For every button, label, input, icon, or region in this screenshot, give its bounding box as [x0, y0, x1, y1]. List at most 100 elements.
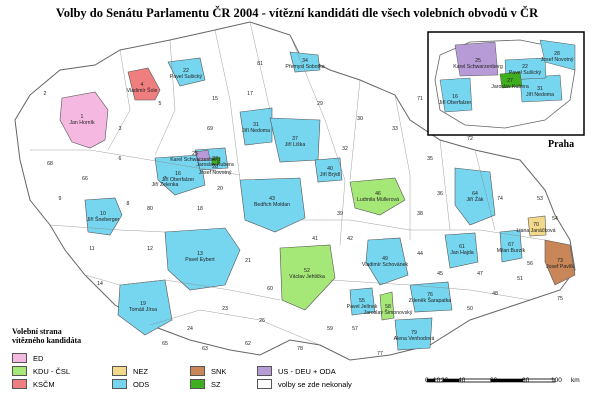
inset-district-31[interactable]: [519, 74, 563, 103]
scale-tick: 20: [441, 377, 449, 384]
inset-district-16[interactable]: [439, 77, 473, 113]
district-number-1: 1: [81, 114, 84, 120]
district-34[interactable]: [289, 51, 321, 73]
district-number-8: 8: [127, 201, 130, 207]
legend-label: ODS: [133, 379, 150, 389]
district-number-55: 55: [359, 298, 365, 304]
district-number-66: 66: [82, 176, 88, 182]
legend-title: Volební strana vítězného kandidáta: [12, 327, 122, 345]
district-64[interactable]: [454, 167, 496, 226]
district-58[interactable]: [379, 291, 395, 321]
inset-number-22: 22: [522, 64, 528, 70]
district-43[interactable]: [239, 177, 306, 233]
scale-bar: [426, 378, 556, 383]
district-number-44: 44: [417, 251, 423, 257]
district-candidate-37: Jiří Liška: [285, 142, 306, 148]
district-number-24: 24: [187, 326, 193, 332]
district-candidate-25: Karel Schwarzenberg: [170, 157, 220, 163]
district-number-3: 3: [119, 126, 122, 132]
district-22[interactable]: [167, 57, 206, 87]
inset-district-30[interactable]: [539, 39, 576, 71]
district-candidate-13: Pavel Eybert: [185, 257, 215, 263]
district-number-29: 29: [317, 101, 323, 107]
district-number-17: 17: [247, 91, 253, 97]
district-number-32: 32: [342, 146, 348, 152]
district-candidate-4: Vladimír Šole: [127, 87, 158, 94]
district-number-74: 74: [497, 196, 503, 202]
district-candidate-67: Milan Burzík: [497, 248, 526, 254]
district-67[interactable]: [499, 229, 523, 263]
district-13[interactable]: [164, 227, 241, 291]
district-73[interactable]: [544, 239, 576, 286]
district-40[interactable]: [314, 157, 343, 183]
district-46[interactable]: [349, 177, 406, 216]
district-number-47: 47: [477, 271, 483, 277]
legend-item-ods: ODS: [112, 379, 149, 389]
district-candidate-70: Liana Janáčková: [517, 228, 556, 234]
legend-item-nez: NEZ: [112, 366, 148, 376]
scale-unit: km: [571, 377, 580, 384]
district-number-36: 36: [437, 191, 443, 197]
district-55[interactable]: [349, 287, 376, 316]
legend-label: KDU - ČSL: [33, 366, 71, 376]
district-4[interactable]: [127, 67, 161, 101]
map-title: Volby do Senátu Parlamentu ČR 2004 - vít…: [55, 6, 539, 20]
district-52[interactable]: [279, 244, 336, 311]
district-number-31: 31: [253, 122, 259, 128]
district-number-21: 21: [245, 258, 251, 264]
district-number-18: 18: [197, 206, 203, 212]
district-number-22: 22: [183, 68, 189, 74]
district-number-14: 14: [97, 281, 103, 287]
district-number-13: 13: [197, 251, 203, 257]
inset-candidate-22: Pavel Sušický: [509, 70, 542, 76]
district-candidate-22: Pavel Sušický: [170, 74, 203, 80]
district-number-15: 15: [212, 96, 218, 102]
district-number-75: 75: [557, 296, 563, 302]
legend-swatch: [257, 379, 272, 389]
scale-tick: 60: [490, 377, 498, 384]
district-76[interactable]: [409, 281, 453, 313]
district-candidate-61: Jan Hajda: [450, 250, 473, 256]
district-number-80: 80: [147, 206, 153, 212]
district-number-48: 48: [492, 291, 498, 297]
district-number-60: 60: [267, 286, 273, 292]
district-10[interactable]: [84, 197, 123, 236]
district-49[interactable]: [365, 237, 409, 286]
legend-label: NEZ: [133, 366, 148, 376]
legend-swatch: [190, 366, 205, 376]
district-number-70: 70: [533, 222, 539, 228]
district-number-72: 72: [467, 136, 473, 142]
district-16[interactable]: [154, 154, 206, 196]
district-candidate-46: Ludmila Müllerová: [357, 197, 399, 203]
district-number-5: 5: [159, 101, 162, 107]
district-27[interactable]: [211, 156, 221, 166]
district-70[interactable]: [527, 215, 547, 237]
district-candidate-40: Jiří Brýdl: [320, 172, 340, 178]
legend-label: SNK: [211, 366, 227, 376]
district-boundaries: [30, 21, 546, 346]
legend-swatch: [257, 366, 272, 376]
inset-praha-map: [427, 31, 585, 136]
legend-swatch: [190, 379, 205, 389]
legend-swatch: [12, 353, 27, 363]
district-1[interactable]: [59, 91, 109, 149]
district-number-69: 69: [207, 126, 213, 132]
district-number-49: 49: [382, 256, 388, 262]
legend-label: SZ: [211, 379, 221, 389]
district-number-45: 45: [437, 271, 443, 277]
district-number-19: 19: [140, 301, 146, 307]
district-candidate-55: Pavel Jelínek: [347, 304, 378, 310]
district-31[interactable]: [239, 107, 273, 146]
legend-item-sz: SZ: [190, 379, 221, 389]
district-25[interactable]: [195, 149, 211, 162]
inset-district-25[interactable]: [454, 41, 499, 77]
district-number-27: 27: [212, 156, 218, 162]
district-number-78: 78: [297, 346, 303, 352]
district-number-71: 71: [417, 96, 423, 102]
district-number-6: 6: [119, 156, 122, 162]
district-number-56: 56: [527, 261, 533, 267]
district-61[interactable]: [444, 232, 479, 269]
district-79[interactable]: [394, 317, 433, 351]
scale-tick: 100: [551, 377, 562, 384]
inset-district-27[interactable]: [499, 71, 523, 89]
